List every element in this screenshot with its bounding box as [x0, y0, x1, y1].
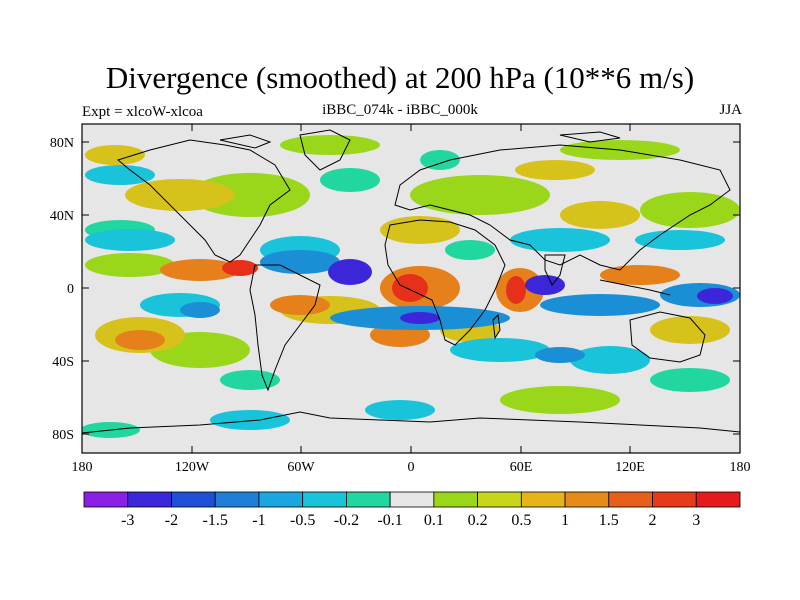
colorbar-label: 0.5	[511, 512, 531, 529]
colorbar-swatch	[302, 491, 347, 508]
lon-tick-label: 0	[408, 460, 415, 475]
colorbar-labels: -3 -2 -1.5 -1 -0.5 -0.2 -0.1 0.1 0.2 0.5 1 1.5 2 3	[121, 512, 700, 529]
colorbar-label: 1	[561, 512, 569, 529]
colorbar-swatch	[389, 491, 435, 508]
lat-tick-label: 0	[67, 282, 74, 297]
colorbar-swatch	[171, 491, 216, 508]
lon-tick-label: 120W	[175, 460, 210, 475]
difference-label: iBBC_074k - iBBC_000k	[322, 102, 478, 118]
experiment-label: Expt = xlcoW-xlcoa	[82, 104, 203, 120]
colorbar-swatch	[258, 491, 304, 508]
colorbar-label: 1.5	[599, 512, 619, 529]
lon-tick-label: 120E	[615, 460, 645, 475]
colorbar-swatch	[345, 491, 391, 508]
colorbar-label: 3	[692, 512, 700, 529]
colorbar-label: -3	[121, 512, 134, 529]
divergence-field	[82, 129, 740, 438]
colorbar-label: 0.1	[424, 512, 444, 529]
plot-title: Divergence (smoothed) at 200 hPa (10**6 …	[105, 60, 695, 95]
lat-tick-label: 40N	[50, 209, 74, 224]
lat-tick-label: 40S	[52, 355, 74, 370]
lon-tick-label: 180	[730, 460, 751, 475]
colorbar-label: 0.2	[468, 512, 488, 529]
colorbar-swatch	[564, 491, 610, 508]
lat-tick-label: 80S	[52, 428, 74, 443]
lon-tick-label: 180	[72, 460, 93, 475]
lon-tick-label: 60E	[510, 460, 533, 475]
colorbar-label: 2	[649, 512, 657, 529]
lon-tick-label: 60W	[287, 460, 315, 475]
colorbar-swatch	[652, 491, 697, 508]
colorbar-label: -1.5	[203, 512, 228, 529]
colorbar-label: -1	[252, 512, 265, 529]
colorbar-swatch	[433, 491, 479, 508]
colorbar-swatch	[520, 491, 566, 508]
colorbar-swatch	[127, 491, 172, 508]
colorbar-swatch	[83, 491, 129, 508]
colorbar-swatch	[214, 491, 260, 508]
colorbar-swatch	[477, 491, 522, 508]
colorbar	[83, 491, 741, 508]
season-label: JJA	[719, 102, 742, 118]
colorbar-label: -0.1	[377, 512, 402, 529]
lat-tick-label: 80N	[50, 136, 74, 151]
colorbar-label: -2	[165, 512, 178, 529]
colorbar-label: -0.5	[290, 512, 315, 529]
colorbar-swatch	[608, 491, 653, 508]
colorbar-swatch	[695, 491, 741, 508]
colorbar-label: -0.2	[334, 512, 359, 529]
coastlines	[82, 129, 740, 434]
